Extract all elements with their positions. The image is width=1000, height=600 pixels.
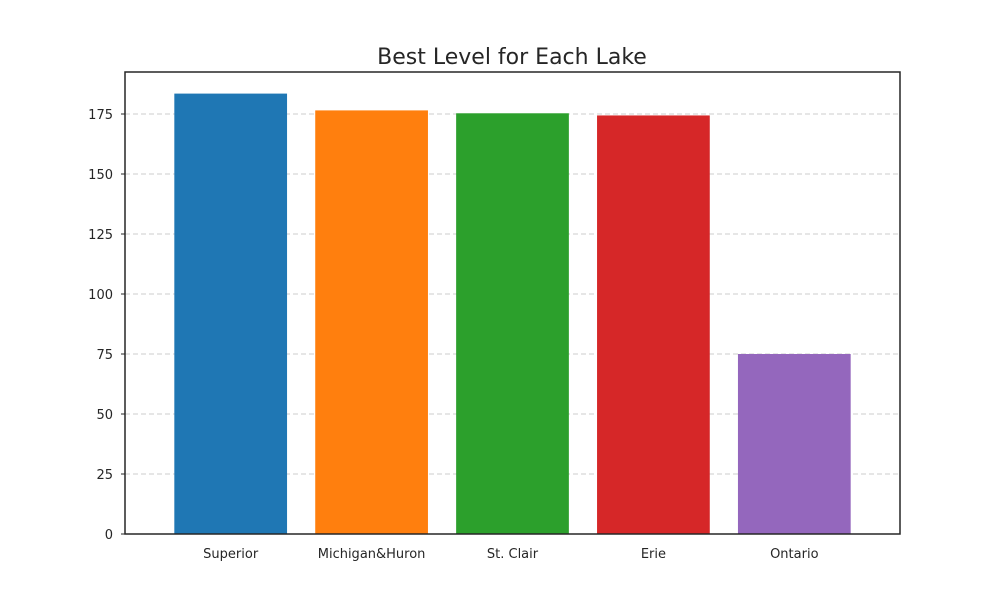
y-tick-label: 150: [88, 168, 113, 183]
axes-frame: [124, 71, 901, 535]
x-tick-label: Superior: [203, 547, 259, 562]
y-tick-label: 50: [96, 408, 113, 423]
y-tick-label: 0: [105, 528, 113, 543]
x-axis: Superior Michigan&Huron St. Clair Erie Ontar…: [203, 547, 818, 562]
x-tick-label: St. Clair: [487, 547, 539, 562]
bar-erie: [597, 115, 710, 534]
y-tick-label: 100: [88, 288, 113, 303]
bar-superior: [174, 93, 288, 534]
bar-ontario: [737, 354, 851, 534]
y-axis: 0 25 50 75 100 125 150 175: [88, 108, 125, 543]
x-tick-label: Erie: [641, 547, 666, 562]
y-tick-label: 75: [96, 348, 113, 363]
y-tick-label: 125: [88, 228, 113, 243]
chart-title: Best Level for Each Lake: [377, 45, 647, 70]
bar-st-clair: [456, 113, 569, 534]
y-tick-label: 25: [96, 468, 113, 483]
x-tick-label: Ontario: [770, 547, 818, 562]
bars: [174, 93, 851, 535]
y-tick-label: 175: [88, 108, 113, 123]
x-tick-label: Michigan&Huron: [318, 547, 426, 562]
bar-michigan-huron: [315, 110, 428, 535]
